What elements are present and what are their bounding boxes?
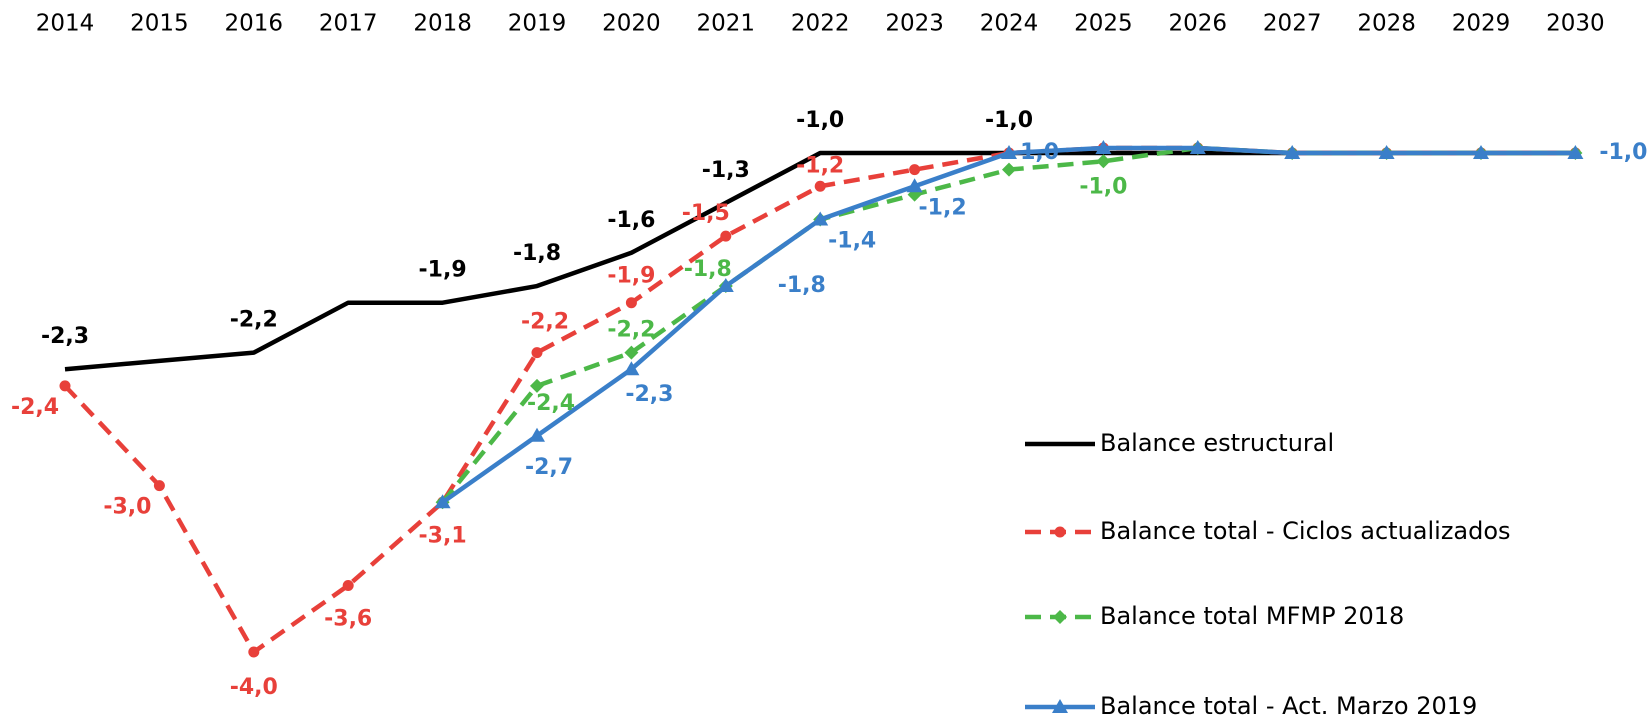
data-label: -1,5 xyxy=(682,201,730,226)
data-label: -2,4 xyxy=(11,395,59,420)
data-label: -2,7 xyxy=(525,455,573,480)
marker xyxy=(623,361,640,376)
x-tick-label: 2025 xyxy=(1074,11,1133,37)
data-label: -1,2 xyxy=(919,195,967,220)
x-tick-label: 2021 xyxy=(697,11,756,37)
marker xyxy=(529,427,545,442)
marker xyxy=(153,480,165,492)
legend-label: Balance estructural xyxy=(1100,429,1334,457)
x-tick-label: 2030 xyxy=(1546,11,1605,37)
data-label: -1,8 xyxy=(513,241,561,266)
x-tick-label: 2016 xyxy=(225,11,284,37)
x-tick-label: 2020 xyxy=(602,11,661,37)
data-label: -3,6 xyxy=(324,606,372,631)
marker xyxy=(531,347,543,359)
data-label: -1,3 xyxy=(702,158,750,183)
data-label: -2,2 xyxy=(607,318,655,343)
marker xyxy=(1095,140,1112,154)
marker xyxy=(814,180,826,192)
data-label: -1,6 xyxy=(607,208,655,233)
marker xyxy=(720,230,732,242)
data-label: -2,3 xyxy=(41,324,89,349)
x-tick-label: 2015 xyxy=(130,11,189,37)
marker xyxy=(1284,144,1301,159)
x-tick-label: 2023 xyxy=(885,11,944,37)
data-label: -1,2 xyxy=(796,153,844,178)
data-label: -2,4 xyxy=(527,391,575,416)
marker xyxy=(59,380,71,392)
legend-label: Balance total - Ciclos actualizados xyxy=(1100,517,1511,545)
data-label: -1,0 xyxy=(1011,140,1059,165)
marker xyxy=(812,211,829,226)
data-label: -1,9 xyxy=(607,264,655,289)
marker xyxy=(625,297,637,309)
marker xyxy=(530,378,544,393)
marker xyxy=(909,164,921,176)
x-tick-label: 2017 xyxy=(319,11,378,37)
legend-label: Balance total - Act. Marzo 2019 xyxy=(1100,692,1477,720)
x-tick-label: 2027 xyxy=(1263,11,1322,37)
marker xyxy=(1473,144,1489,159)
data-label: -1,9 xyxy=(419,258,467,283)
marker xyxy=(906,178,923,193)
data-label: -1,0 xyxy=(796,108,844,133)
data-label: -2,2 xyxy=(521,310,569,335)
marker xyxy=(1378,144,1395,159)
data-label: -1,8 xyxy=(778,273,826,298)
data-label: -1,0 xyxy=(1079,174,1127,199)
marker xyxy=(248,646,260,658)
legend-marker xyxy=(1052,699,1068,713)
x-tick-label: 2022 xyxy=(791,11,850,37)
marker xyxy=(1567,144,1584,159)
marker xyxy=(1001,144,1017,159)
x-tick-label: 2018 xyxy=(413,11,472,37)
marker xyxy=(1096,154,1111,169)
x-tick-label: 2024 xyxy=(980,11,1039,37)
data-label: -1,8 xyxy=(684,257,732,282)
marker xyxy=(1189,140,1206,154)
data-label: -2,2 xyxy=(230,308,278,333)
legend-label: Balance total MFMP 2018 xyxy=(1100,602,1404,630)
data-label: -1,4 xyxy=(828,229,876,254)
data-label: -3,0 xyxy=(103,495,151,520)
legend-marker xyxy=(1053,610,1067,624)
x-tick-label: 2029 xyxy=(1452,11,1511,37)
data-label: -3,1 xyxy=(419,523,467,548)
marker xyxy=(434,494,451,509)
x-tick-label: 2014 xyxy=(36,11,95,37)
marker xyxy=(342,579,354,591)
data-label: -2,3 xyxy=(625,382,673,407)
x-tick-label: 2019 xyxy=(508,11,567,37)
data-label: -4,0 xyxy=(230,675,278,700)
data-label: -1,0 xyxy=(985,108,1033,133)
marker xyxy=(1002,162,1016,177)
marker xyxy=(624,345,639,360)
x-tick-label: 2028 xyxy=(1357,11,1416,37)
data-label: -1,0 xyxy=(1599,140,1647,165)
legend-marker xyxy=(1054,526,1066,538)
marker xyxy=(717,278,734,293)
x-tick-label: 2026 xyxy=(1169,11,1228,37)
